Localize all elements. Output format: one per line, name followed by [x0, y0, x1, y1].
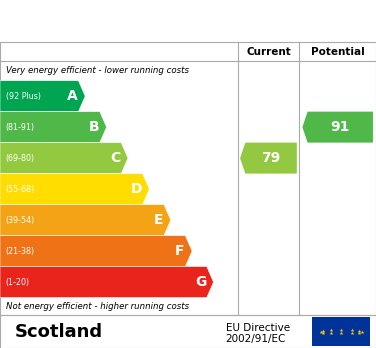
Text: E: E: [153, 213, 163, 227]
Polygon shape: [0, 267, 214, 298]
Text: Potential: Potential: [311, 47, 364, 57]
FancyBboxPatch shape: [312, 317, 370, 346]
Text: Scotland: Scotland: [15, 323, 103, 341]
Text: Very energy efficient - lower running costs: Very energy efficient - lower running co…: [6, 66, 189, 75]
Text: (81-91): (81-91): [6, 122, 35, 132]
Polygon shape: [0, 236, 192, 267]
Text: EU Directive: EU Directive: [226, 323, 290, 333]
Polygon shape: [302, 112, 373, 143]
Polygon shape: [0, 205, 171, 236]
Text: (1-20): (1-20): [6, 278, 30, 286]
Text: C: C: [111, 151, 121, 165]
Polygon shape: [0, 112, 106, 143]
Text: Current: Current: [246, 47, 291, 57]
Text: 79: 79: [261, 151, 280, 165]
Polygon shape: [0, 143, 128, 174]
Text: A: A: [67, 89, 78, 103]
Text: (92 Plus): (92 Plus): [6, 92, 41, 101]
Text: Not energy efficient - higher running costs: Not energy efficient - higher running co…: [6, 302, 189, 311]
Text: 2002/91/EC: 2002/91/EC: [226, 334, 286, 344]
Polygon shape: [0, 174, 149, 205]
Text: (21-38): (21-38): [6, 247, 35, 255]
Text: (39-54): (39-54): [6, 216, 35, 224]
Text: Energy Efficiency Rating: Energy Efficiency Rating: [15, 12, 262, 30]
Text: 91: 91: [330, 120, 349, 134]
Polygon shape: [240, 143, 297, 174]
Text: (55-68): (55-68): [6, 184, 35, 193]
Text: G: G: [196, 275, 207, 289]
Text: D: D: [131, 182, 143, 196]
Polygon shape: [0, 81, 85, 112]
Text: B: B: [89, 120, 100, 134]
Text: F: F: [175, 244, 185, 258]
Text: (69-80): (69-80): [6, 153, 35, 163]
